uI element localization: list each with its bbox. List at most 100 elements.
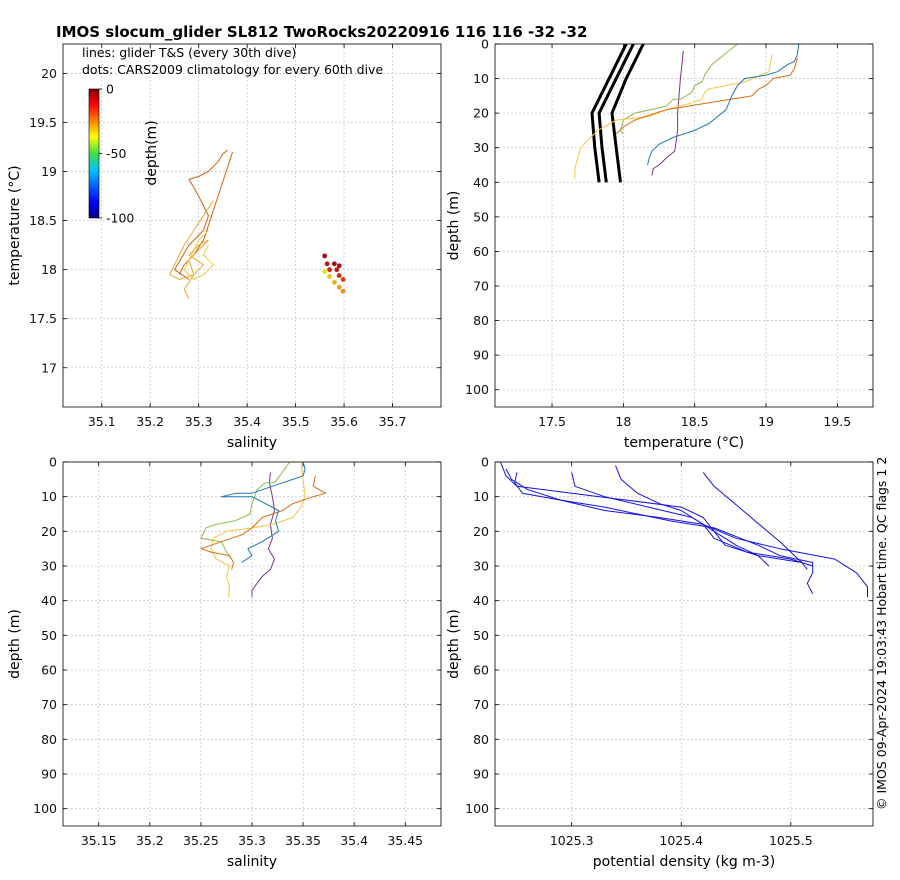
ytick-label: 0 [481, 455, 489, 470]
ytick-label: 20 [41, 524, 57, 539]
xtick-label: 1025.3 [550, 833, 594, 848]
series-group [200, 462, 327, 598]
series-line-3 [651, 50, 684, 176]
ytick-label: 0 [49, 455, 57, 470]
colorbar-label: depth(m) [144, 120, 160, 185]
x-axis-label: salinity [227, 854, 277, 870]
climatology-dot [331, 261, 337, 267]
climatology-dot [327, 274, 332, 279]
xtick-label: 1025.5 [769, 833, 813, 848]
ytick-label: 60 [473, 244, 489, 259]
ytick-label: 90 [41, 767, 57, 782]
climatology-dot [336, 273, 342, 278]
panel-temp: 17.5 18 18.5 19 19.5 0 10 20 30 40 50 60 70 80 90 100 te… [446, 37, 874, 451]
xtick-label: 35.25 [183, 833, 219, 848]
xtick-label: 18.5 [681, 414, 709, 429]
ytick-label: 30 [473, 559, 489, 574]
xtick-label: 35.35 [285, 833, 321, 848]
series-line-2 [210, 462, 306, 598]
series-line-4 [702, 472, 803, 563]
colorbar-tick-label: 0 [106, 82, 114, 97]
xtick-label: 35.4 [233, 414, 261, 429]
ytick-label: 17.5 [29, 311, 57, 326]
ytick-label: 70 [473, 279, 489, 294]
series-line-3 [200, 475, 327, 570]
series-group [500, 462, 868, 598]
xtick-label: 19 [758, 414, 774, 429]
y-axis-label: depth (m) [446, 191, 462, 261]
climatology-dot [336, 284, 342, 290]
x-axis-label: salinity [227, 435, 277, 451]
colorbar [88, 88, 100, 219]
series-line-2 [571, 472, 808, 570]
series-line-0 [590, 44, 628, 183]
ytick-label: 10 [41, 489, 57, 504]
series-line-1 [178, 151, 234, 275]
series-line-0 [505, 468, 814, 594]
climatology-dot [327, 267, 332, 273]
xtick-label: 35.3 [238, 833, 266, 848]
series-line-7 [647, 44, 800, 166]
ytick-label: 60 [473, 663, 489, 678]
ytick-label: 40 [473, 593, 489, 608]
ytick-label: 80 [473, 313, 489, 328]
series-line-3 [615, 465, 813, 567]
plot-frame [494, 461, 874, 827]
series-line-4 [620, 44, 738, 135]
xtick-label: 1025.4 [659, 833, 703, 848]
plot-frame [62, 461, 442, 827]
xtick-label: 35.45 [387, 833, 423, 848]
y-axis-label: temperature (°C) [7, 165, 23, 285]
climatology-dot [324, 261, 330, 267]
ytick-label: 30 [473, 140, 489, 155]
xtick-label: 17.5 [538, 414, 566, 429]
series-line-1 [597, 44, 635, 183]
climatology-dot [336, 263, 342, 269]
ytick-label: 70 [41, 697, 57, 712]
ytick-label: 50 [473, 628, 489, 643]
series-line-3 [183, 230, 214, 280]
ytick-label: 30 [41, 559, 57, 574]
xtick-label: 35.7 [379, 414, 407, 429]
colorbar-tick-label: -100 [106, 211, 134, 226]
xtick-label: 35.5 [282, 414, 310, 429]
xtick-label: 35.2 [136, 414, 164, 429]
xtick-label: 18 [615, 414, 631, 429]
ytick-label: 50 [473, 209, 489, 224]
panels-group: 35.1 35.2 35.3 35.4 35.5 35.6 35.7 17 17.5 18 18.5… [7, 37, 874, 870]
climatology-dot [322, 269, 328, 275]
xtick-label: 35.4 [340, 833, 368, 848]
climatology-dot [340, 288, 346, 294]
ytick-label: 10 [473, 489, 489, 504]
climatology-dot [334, 267, 340, 273]
ytick-label: 40 [41, 593, 57, 608]
ytick-label: 60 [41, 663, 57, 678]
series-line-4 [220, 462, 306, 563]
ytick-label: 50 [41, 628, 57, 643]
climatology-dot [340, 277, 346, 282]
ytick-label: 0 [481, 37, 489, 52]
plot-frame [494, 43, 874, 408]
series-line-1 [200, 462, 291, 560]
series-line-0 [251, 472, 275, 598]
ytick-label: 18.5 [29, 213, 57, 228]
figure-title: IMOS slocum_glider SL812 TwoRocks2022091… [56, 23, 587, 41]
xtick-label: 19.5 [823, 414, 851, 429]
series-line-2 [610, 44, 645, 183]
ytick-label: 20 [473, 106, 489, 121]
x-axis-label: temperature (°C) [624, 435, 744, 451]
ytick-label: 20 [473, 524, 489, 539]
y-axis-label: depth (m) [446, 609, 462, 679]
copyright-note: © IMOS 09-Apr-2024 19:03:43 Hobart time.… [874, 457, 889, 810]
ytick-label: 90 [473, 767, 489, 782]
xtick-label: 35.6 [330, 414, 358, 429]
panel-sal: 35.15 35.2 35.25 35.3 35.35 35.4 35.45 0 10 20 30 4… [7, 455, 442, 870]
xtick-label: 35.15 [81, 833, 117, 848]
series-line-2 [169, 200, 214, 300]
ytick-label: 100 [465, 382, 489, 397]
series-line-5 [500, 462, 770, 567]
ytick-label: 100 [33, 801, 57, 816]
ytick-label: 19 [41, 164, 57, 179]
plot-frame [62, 43, 442, 408]
